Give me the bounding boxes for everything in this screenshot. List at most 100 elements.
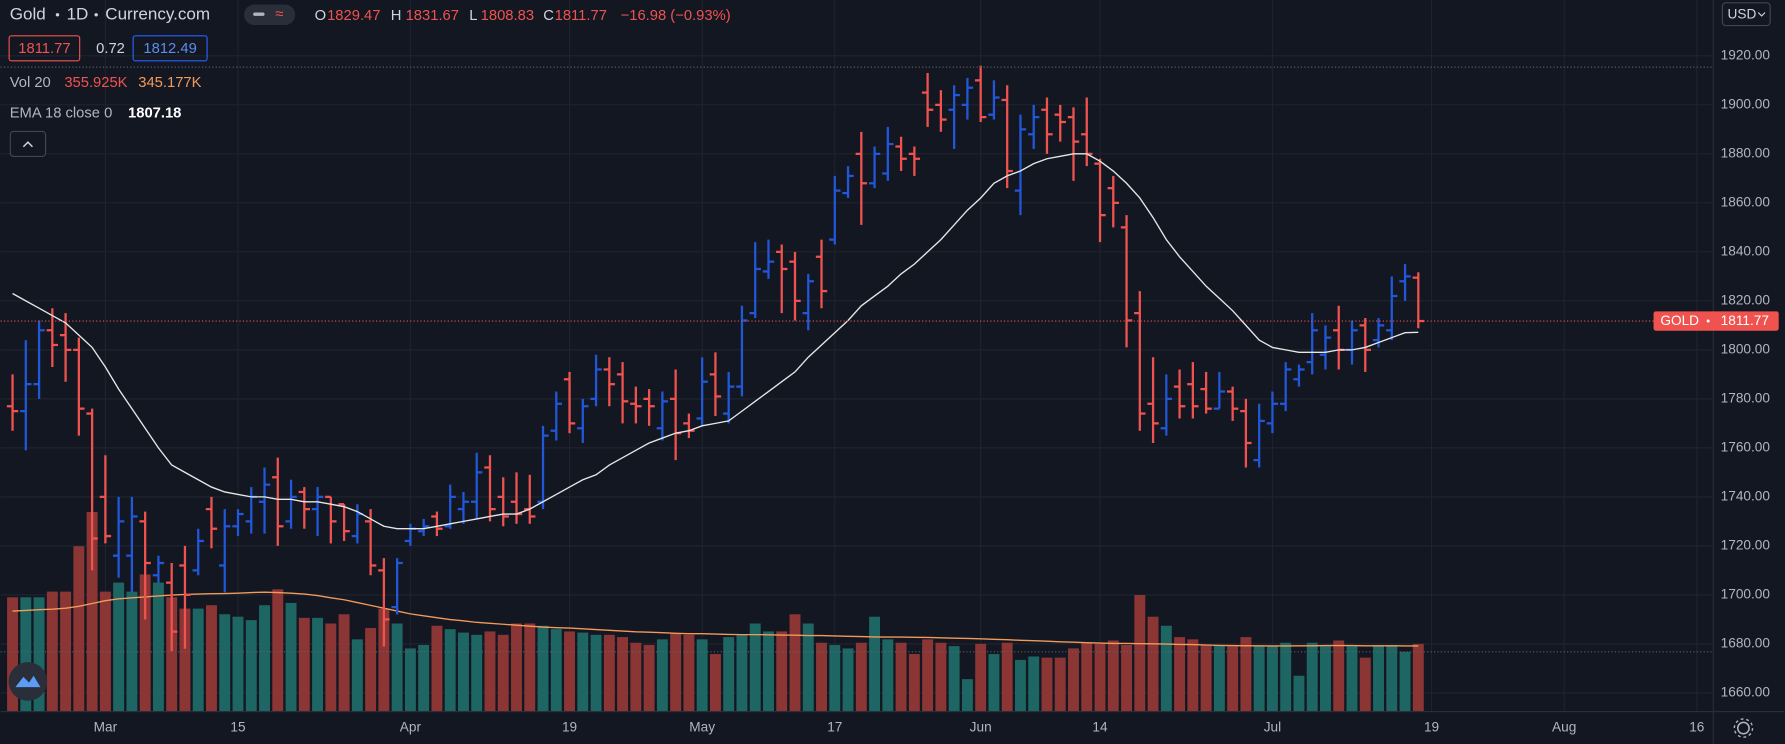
y-tick-label: 1800.00 bbox=[1721, 341, 1771, 356]
volume-bar bbox=[351, 639, 363, 712]
x-tick-label: 19 bbox=[562, 720, 577, 735]
axes: 1660.00 1680.00 1700.00 1720.00 1740.00 1760.… bbox=[0, 47, 1779, 735]
volume-bar bbox=[471, 634, 483, 712]
volume-bar bbox=[1333, 640, 1345, 712]
y-tick-label: 1840.00 bbox=[1721, 243, 1771, 258]
volume-bar bbox=[1346, 646, 1358, 712]
volume-bar bbox=[1227, 646, 1239, 712]
volume-bar bbox=[749, 623, 761, 712]
volume-bar bbox=[166, 597, 178, 712]
volume-bar bbox=[696, 639, 708, 712]
volume-bar bbox=[312, 617, 324, 712]
volume-bar bbox=[670, 633, 682, 712]
volume-bar bbox=[1293, 675, 1305, 712]
y-tick-label: 1820.00 bbox=[1721, 292, 1771, 307]
volume-bar bbox=[1373, 645, 1384, 712]
settings-icon[interactable] bbox=[1733, 718, 1754, 738]
ema-name: EMA 18 close 0 bbox=[10, 106, 113, 122]
volume-bar bbox=[365, 628, 377, 712]
volume-bar bbox=[922, 639, 934, 712]
volume-bar bbox=[245, 620, 257, 712]
volume-bar bbox=[709, 654, 721, 712]
volume-value: 355.925K bbox=[64, 75, 127, 91]
volume-bar bbox=[855, 642, 867, 712]
volume-bar bbox=[603, 634, 615, 712]
volume-bar bbox=[643, 645, 655, 712]
volume-bar bbox=[975, 643, 987, 712]
price-tag-name: GOLD bbox=[1660, 313, 1699, 328]
volume-bar bbox=[961, 679, 973, 712]
x-tick-label: Jul bbox=[1264, 720, 1281, 735]
volume-bar bbox=[1054, 657, 1066, 712]
ema-line bbox=[12, 153, 1419, 530]
currency-caret bbox=[1757, 12, 1766, 17]
volume-bar bbox=[590, 634, 602, 712]
collapse-button[interactable] bbox=[9, 130, 47, 157]
volume-bar bbox=[842, 648, 854, 712]
volume-bar bbox=[232, 616, 244, 712]
y-tick-label: 1760.00 bbox=[1721, 439, 1771, 454]
grid bbox=[0, 0, 1713, 712]
volume-bar bbox=[1107, 640, 1119, 712]
volume-bar bbox=[1014, 659, 1026, 712]
x-tick-label: Aug bbox=[1552, 720, 1576, 735]
status-icon: ≈ bbox=[275, 7, 283, 23]
volume-bar bbox=[564, 631, 576, 712]
status-icon bbox=[253, 12, 265, 16]
logo[interactable] bbox=[8, 662, 48, 701]
volume-bar bbox=[630, 642, 642, 712]
currency-button[interactable] bbox=[1721, 2, 1771, 27]
volume-bar bbox=[1386, 645, 1398, 712]
volume-bar bbox=[1028, 656, 1040, 712]
open-value: 1829.47 bbox=[327, 8, 380, 24]
volume-bar bbox=[935, 642, 947, 712]
volume-bar bbox=[285, 602, 297, 712]
y-tick-label: 1860.00 bbox=[1721, 194, 1771, 209]
volume-bar bbox=[259, 605, 270, 712]
volume-bar bbox=[33, 597, 45, 712]
price-tag bbox=[1653, 311, 1779, 331]
bid-box[interactable] bbox=[8, 35, 81, 62]
y-tick-label: 1920.00 bbox=[1721, 47, 1771, 62]
volume-bar bbox=[298, 617, 310, 712]
high-label: H bbox=[391, 8, 402, 24]
volume-bar bbox=[1266, 646, 1278, 712]
status-pill[interactable] bbox=[244, 4, 296, 26]
ask: 1812.49 bbox=[143, 41, 196, 57]
volume-name: Vol 20 bbox=[10, 75, 51, 91]
volume-bar bbox=[869, 616, 881, 712]
high-value: 1831.67 bbox=[406, 8, 459, 24]
volume-bar bbox=[391, 623, 403, 712]
volume-bar bbox=[73, 546, 85, 712]
y-tick-label: 1680.00 bbox=[1721, 635, 1771, 650]
volume-bar bbox=[1280, 642, 1292, 712]
volume-bar bbox=[86, 512, 98, 712]
volume-bar bbox=[550, 629, 562, 712]
x-tick-label: 14 bbox=[1092, 720, 1108, 735]
volume-bar bbox=[1094, 643, 1106, 712]
x-tick-label: 19 bbox=[1424, 720, 1439, 735]
volume-bar bbox=[431, 625, 443, 712]
volume-bar bbox=[113, 582, 125, 712]
price-tag-dot bbox=[1706, 319, 1710, 323]
volume-bar bbox=[1174, 637, 1186, 712]
volume-bar bbox=[1213, 645, 1225, 712]
y-tick-label: 1660.00 bbox=[1721, 684, 1771, 699]
interval: 1D bbox=[67, 4, 89, 23]
volume-bar bbox=[404, 648, 416, 712]
ask-box[interactable] bbox=[132, 35, 208, 62]
volume-bar bbox=[139, 574, 151, 712]
volume-bar bbox=[577, 632, 589, 712]
volume-bar bbox=[736, 634, 748, 712]
volume-bar bbox=[617, 637, 629, 712]
volume-bar bbox=[192, 608, 204, 712]
y-tick-label: 1700.00 bbox=[1721, 586, 1771, 601]
x-tick-label: Apr bbox=[400, 720, 422, 735]
volume-bar bbox=[1187, 639, 1199, 712]
volume-bar bbox=[1041, 657, 1053, 712]
volume-bar bbox=[484, 631, 496, 712]
volume-bar bbox=[272, 589, 284, 712]
volume-bar bbox=[1200, 645, 1212, 712]
